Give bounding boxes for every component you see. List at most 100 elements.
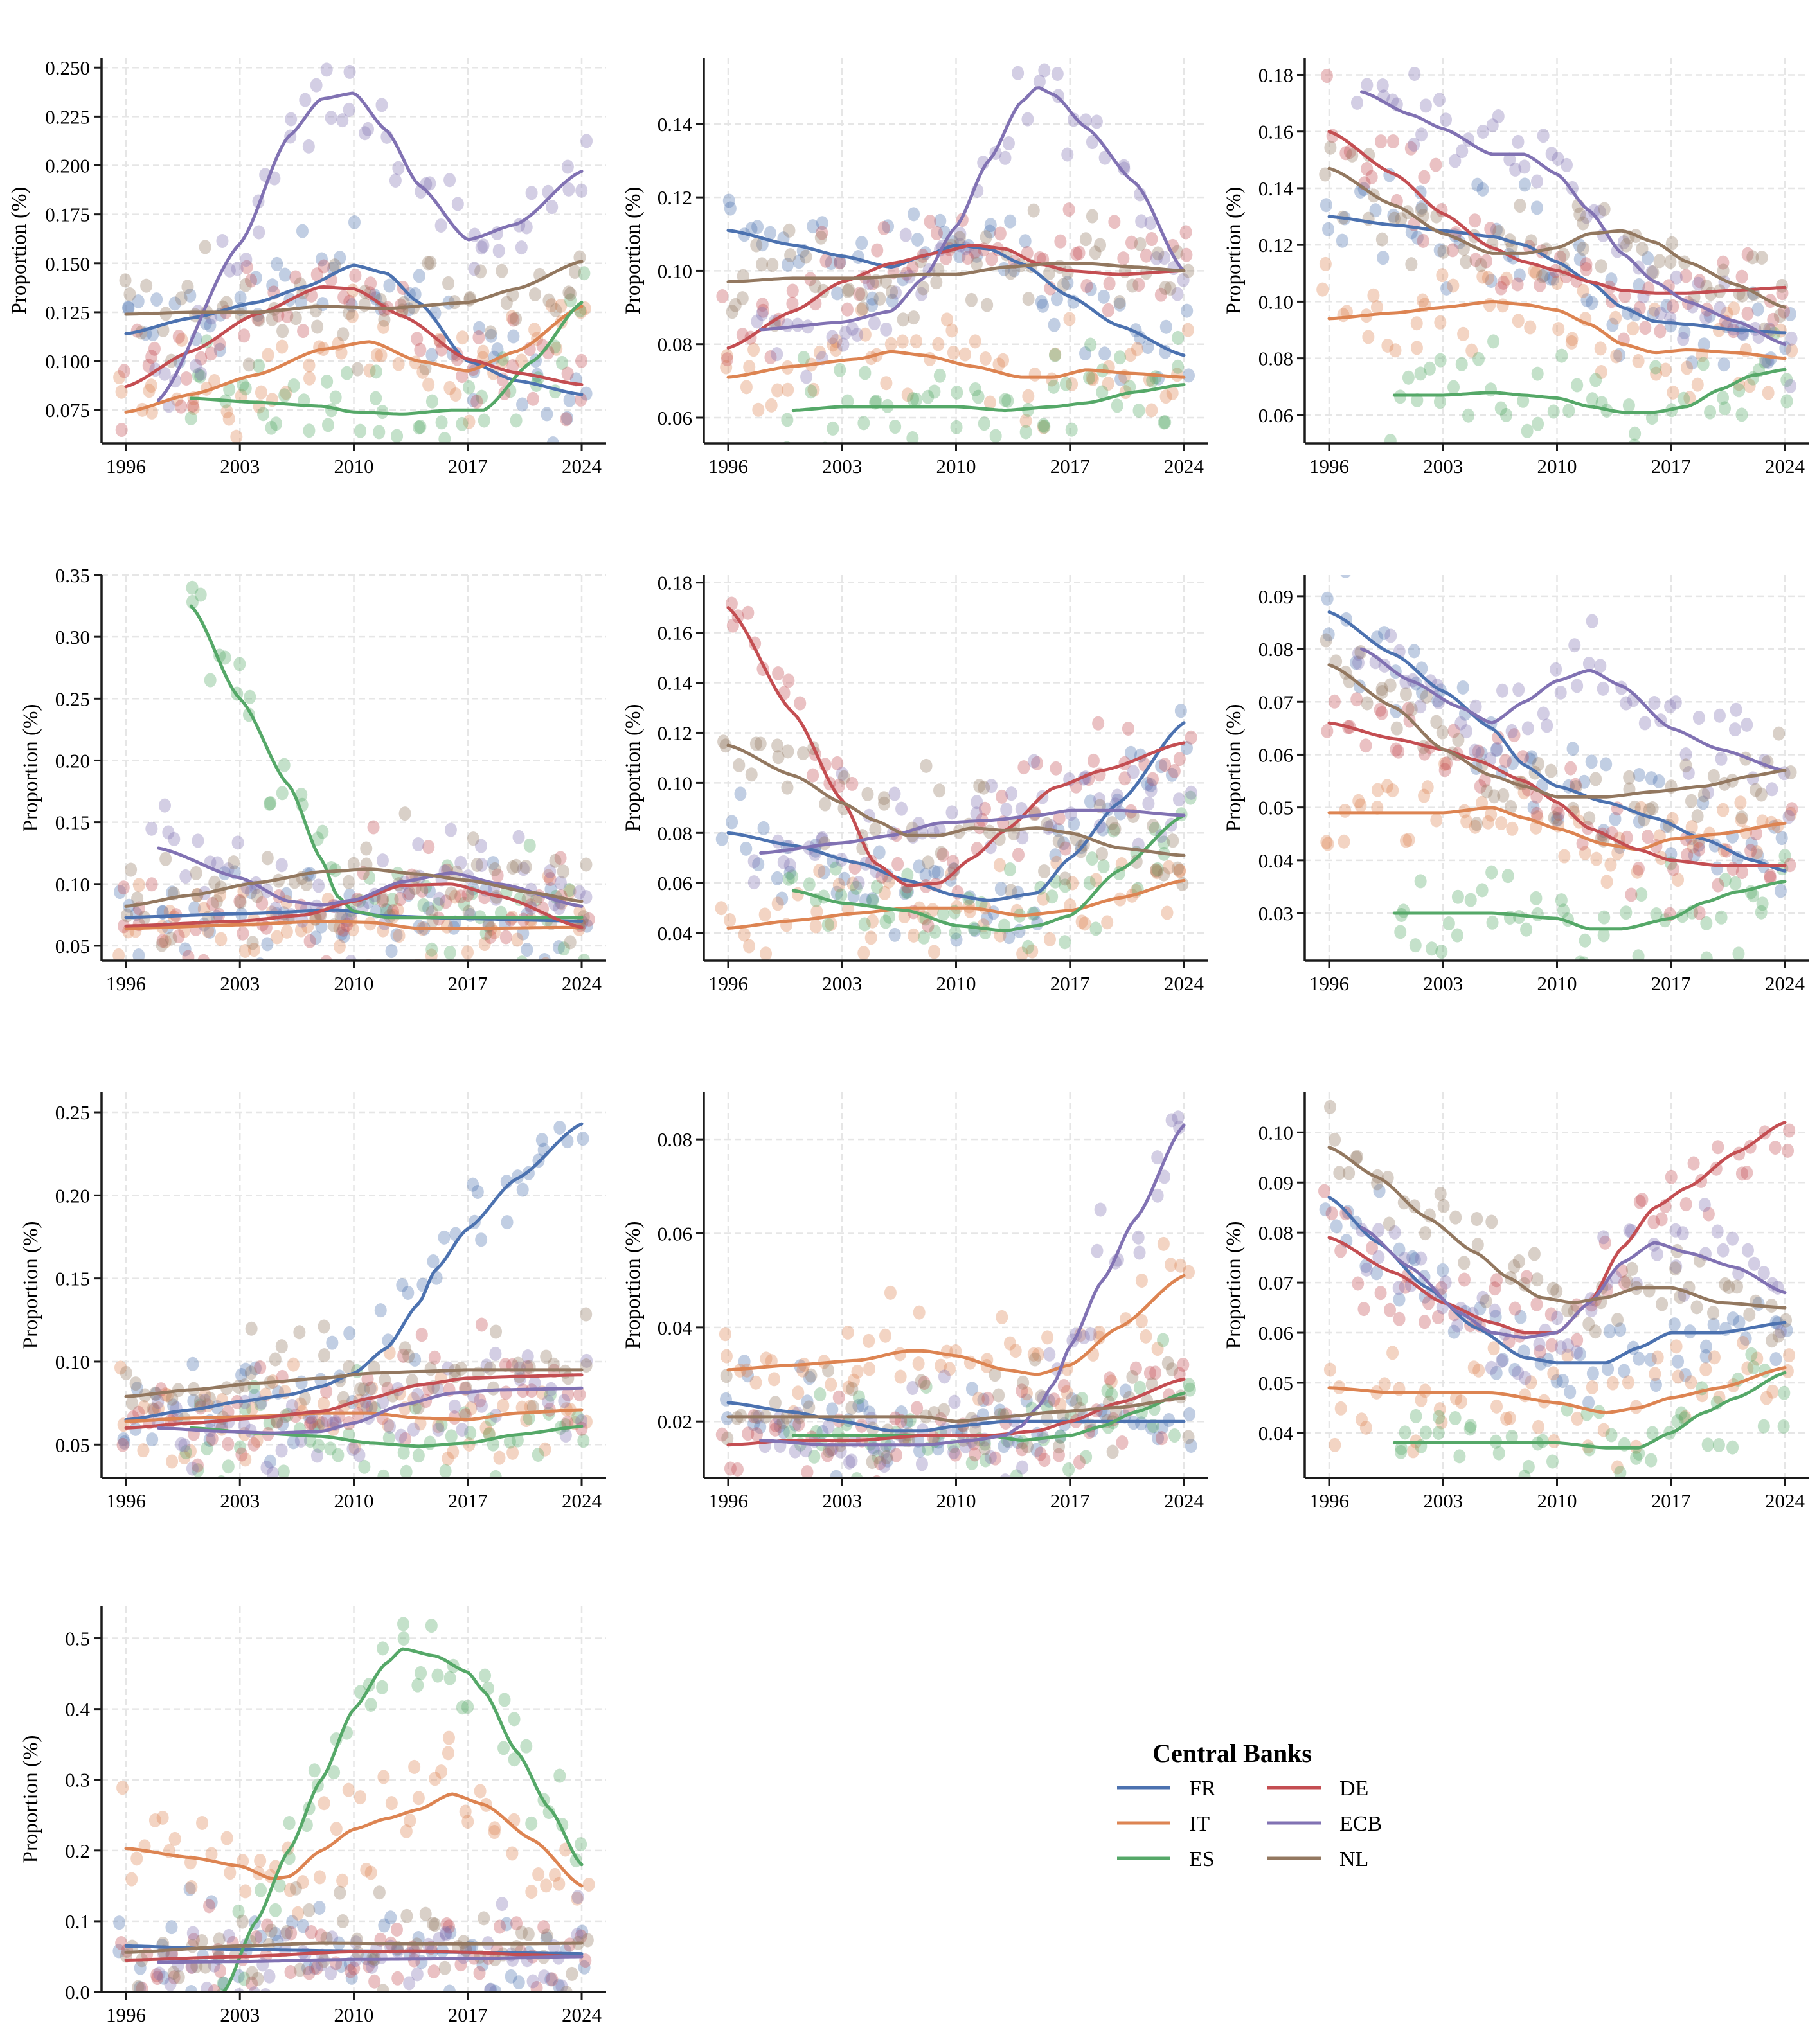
scatter-point xyxy=(889,285,902,300)
scatter-point xyxy=(851,328,864,342)
scatter-point xyxy=(1162,860,1175,875)
scatter-point xyxy=(782,871,795,886)
scatter-point xyxy=(309,930,322,945)
scatter-point xyxy=(1638,716,1651,731)
scatter-point xyxy=(1113,295,1126,310)
scatter-point xyxy=(520,1739,533,1754)
scatter-point xyxy=(1384,434,1397,443)
y-tick-label: 0.10 xyxy=(1258,1121,1293,1144)
scatter-point xyxy=(407,1422,420,1437)
scatter-point xyxy=(204,318,217,333)
scatter-point xyxy=(341,912,354,927)
scatter-point xyxy=(541,1928,553,1943)
x-tick-label: 2024 xyxy=(562,455,602,477)
scatter-point xyxy=(112,1944,125,1959)
scatter-point xyxy=(794,696,807,711)
scatter-point xyxy=(1545,147,1558,161)
scatter-point xyxy=(199,240,211,254)
scatter-point xyxy=(456,1700,469,1715)
scatter-point xyxy=(1361,696,1374,711)
scatter-point xyxy=(847,1373,860,1388)
scatter-point xyxy=(1172,359,1185,374)
scatter-point xyxy=(866,914,879,929)
scatter-point xyxy=(1545,1338,1558,1353)
scatter-point xyxy=(419,1906,432,1921)
scatter-point xyxy=(895,801,908,816)
scatter-point xyxy=(1744,843,1757,858)
series-line-ecb xyxy=(1360,1225,1787,1340)
chart-panel: 1996 2003 2010 2017 20240.050.100.150.200.25… xyxy=(19,564,606,995)
legend-entry-ecb: ECB xyxy=(1267,1812,1382,1836)
scatter-point xyxy=(367,820,380,835)
scatter-point xyxy=(467,1177,479,1192)
y-tick-label: 0.10 xyxy=(55,873,90,896)
scatter-point xyxy=(1386,783,1399,798)
scatter-point xyxy=(375,98,388,112)
x-tick-label: 2010 xyxy=(334,1489,374,1512)
scatter-point xyxy=(283,1816,296,1831)
scatter-point xyxy=(943,1362,956,1376)
scatter-point xyxy=(1600,875,1613,889)
scatter-point xyxy=(938,1403,951,1417)
scatter-point xyxy=(1741,1361,1754,1376)
scatter-point xyxy=(554,851,567,866)
scatter-point xyxy=(994,226,1007,241)
scatter-point xyxy=(544,882,557,896)
scatter-point xyxy=(808,1449,821,1464)
scatter-point xyxy=(900,1415,913,1430)
scatter-point xyxy=(1043,1347,1056,1362)
scatter-point xyxy=(1697,357,1710,371)
scatter-point xyxy=(411,1678,424,1693)
scatter-point xyxy=(138,1400,150,1415)
scatter-point xyxy=(731,1462,744,1477)
scatter-point xyxy=(506,860,519,875)
scatter-point xyxy=(506,1846,519,1861)
scatter-point xyxy=(475,857,488,872)
scatter-point xyxy=(1047,379,1060,394)
scatter-point xyxy=(194,366,207,381)
scatter-point xyxy=(1177,1357,1190,1372)
scatter-point xyxy=(751,220,764,235)
scatter-point xyxy=(900,266,913,281)
scatter-point xyxy=(510,312,523,326)
scatter-point xyxy=(1611,846,1624,860)
scatter-point xyxy=(219,650,231,665)
scatter-point xyxy=(859,327,872,342)
series-lines xyxy=(124,604,584,930)
scatter-point xyxy=(1620,696,1633,711)
scatter-point xyxy=(756,257,769,272)
scatter-point xyxy=(1455,357,1468,371)
scatter-point xyxy=(1340,575,1351,579)
scatter-point xyxy=(1648,695,1661,710)
scatter-point xyxy=(859,366,872,380)
scatter-point xyxy=(1156,1420,1169,1435)
scatter-point xyxy=(569,264,582,279)
scatter-point xyxy=(1089,245,1102,260)
scatter-point xyxy=(882,874,895,889)
scatter-point xyxy=(1395,907,1408,922)
scatter-point xyxy=(1645,771,1658,786)
scatter-point xyxy=(510,413,523,428)
scatter-point xyxy=(467,831,479,846)
scatter-point xyxy=(1571,1333,1584,1347)
y-tick-label: 0.15 xyxy=(55,1268,90,1290)
scatter-point xyxy=(742,1426,755,1441)
scatter-point xyxy=(325,111,337,125)
scatter-point xyxy=(1717,391,1730,405)
scatter-point xyxy=(1172,792,1185,807)
scatter-point xyxy=(1033,74,1046,89)
scatter-point xyxy=(1490,222,1503,237)
scatter-point xyxy=(810,904,823,919)
scatter-point xyxy=(342,875,355,889)
series-lines xyxy=(726,86,1186,413)
scatter-point xyxy=(896,334,909,349)
scatter-point xyxy=(1469,213,1481,228)
scatter-point xyxy=(1531,174,1544,189)
scatter-point xyxy=(720,1349,733,1364)
scatter-point xyxy=(1372,1250,1385,1265)
scatter-point xyxy=(1780,394,1793,409)
scatter-point xyxy=(908,207,920,222)
scatter-point xyxy=(1665,847,1678,862)
scatter-point xyxy=(186,594,199,609)
scatter-point xyxy=(1183,1265,1195,1279)
